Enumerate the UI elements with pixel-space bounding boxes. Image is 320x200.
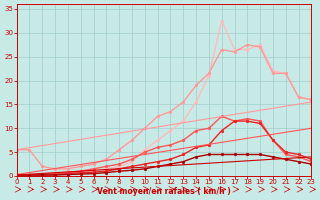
X-axis label: Vent moyen/en rafales ( km/h ): Vent moyen/en rafales ( km/h ) xyxy=(97,187,231,196)
